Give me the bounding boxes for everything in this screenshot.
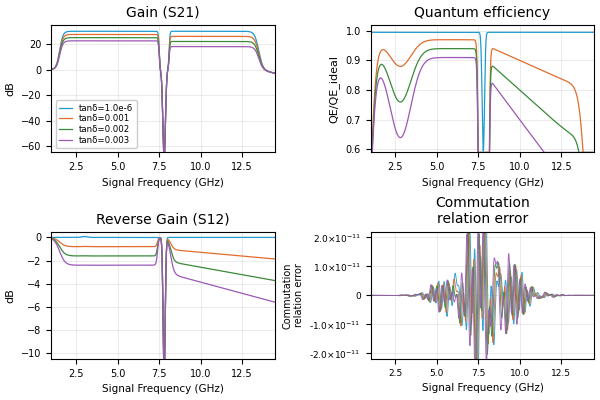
Y-axis label: Commutation
relation error: Commutation relation error xyxy=(282,262,304,329)
X-axis label: Signal Frequency (GHz): Signal Frequency (GHz) xyxy=(103,178,224,188)
tanδ=0.003 xyxy=(161,156,168,161)
tanδ=0.003 xyxy=(48,67,55,72)
Y-axis label: dB: dB xyxy=(5,288,16,303)
tanδ=1.0e-6 xyxy=(86,29,94,34)
tanδ=1.0e-6 xyxy=(272,71,279,76)
tanδ=0.003 xyxy=(143,38,151,43)
Y-axis label: dB: dB xyxy=(5,81,16,96)
tanδ=0.003 xyxy=(268,70,275,75)
tanδ=0.002 xyxy=(48,67,55,72)
tanδ=0.003 xyxy=(272,71,279,76)
X-axis label: Signal Frequency (GHz): Signal Frequency (GHz) xyxy=(103,384,224,394)
Line: tanδ=0.002: tanδ=0.002 xyxy=(52,38,275,159)
tanδ=0.001 xyxy=(73,32,80,37)
tanδ=0.001 xyxy=(243,34,250,39)
Title: Commutation
relation error: Commutation relation error xyxy=(435,196,530,226)
tanδ=0.001 xyxy=(117,32,124,37)
Title: Reverse Gain (S12): Reverse Gain (S12) xyxy=(97,212,230,226)
tanδ=0.002 xyxy=(272,71,279,76)
tanδ=0.001 xyxy=(143,32,151,37)
tanδ=0.003 xyxy=(117,38,124,43)
tanδ=0.002 xyxy=(268,70,275,75)
tanδ=1.0e-6 xyxy=(48,67,55,72)
tanδ=1.0e-6 xyxy=(268,70,275,75)
tanδ=1.0e-6 xyxy=(161,156,168,161)
Title: Quantum efficiency: Quantum efficiency xyxy=(415,6,551,20)
X-axis label: Signal Frequency (GHz): Signal Frequency (GHz) xyxy=(422,178,544,188)
tanδ=1.0e-6 xyxy=(73,29,80,34)
tanδ=0.002 xyxy=(243,39,250,44)
tanδ=1.0e-6 xyxy=(134,29,141,34)
Title: Gain (S21): Gain (S21) xyxy=(127,6,200,20)
tanδ=0.003 xyxy=(134,38,141,43)
Y-axis label: QE/QE_ideal: QE/QE_ideal xyxy=(329,55,340,123)
tanδ=0.001 xyxy=(134,32,141,37)
tanδ=0.003 xyxy=(243,44,250,49)
tanδ=0.001 xyxy=(272,71,279,76)
Line: tanδ=0.003: tanδ=0.003 xyxy=(52,41,275,159)
tanδ=1.0e-6 xyxy=(143,29,151,34)
tanδ=0.002 xyxy=(134,35,141,40)
X-axis label: Signal Frequency (GHz): Signal Frequency (GHz) xyxy=(422,384,544,394)
tanδ=0.002 xyxy=(143,35,151,40)
Line: tanδ=1.0e-6: tanδ=1.0e-6 xyxy=(52,31,275,159)
tanδ=0.003 xyxy=(86,38,94,43)
tanδ=0.003 xyxy=(73,38,80,43)
Legend: tanδ=1.0e-6, tanδ=0.001, tanδ=0.002, tanδ=0.003: tanδ=1.0e-6, tanδ=0.001, tanδ=0.002, tan… xyxy=(56,100,137,148)
tanδ=0.001 xyxy=(48,67,55,72)
tanδ=0.001 xyxy=(161,156,168,161)
tanδ=0.001 xyxy=(86,32,94,37)
tanδ=1.0e-6 xyxy=(243,29,250,34)
tanδ=0.002 xyxy=(86,35,94,40)
tanδ=1.0e-6 xyxy=(117,29,124,34)
tanδ=0.002 xyxy=(73,35,80,40)
tanδ=0.001 xyxy=(268,70,275,75)
tanδ=0.002 xyxy=(161,156,168,161)
tanδ=0.002 xyxy=(117,35,124,40)
Line: tanδ=0.001: tanδ=0.001 xyxy=(52,34,275,159)
